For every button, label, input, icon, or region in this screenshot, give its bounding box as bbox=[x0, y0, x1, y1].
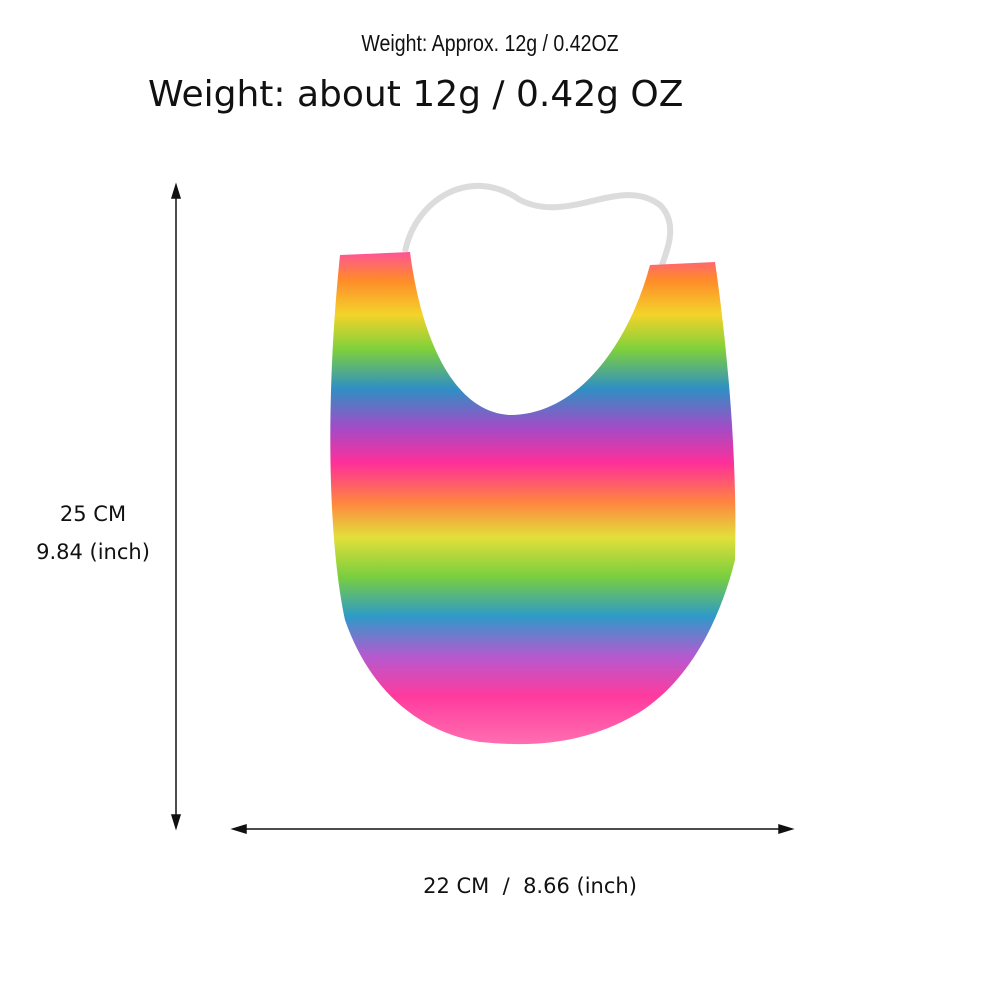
width-arrow bbox=[230, 823, 795, 835]
height-arrow bbox=[170, 182, 182, 831]
height-cm: 25 CM bbox=[59, 502, 127, 526]
height-inch: 9.84 (inch) bbox=[36, 540, 150, 564]
elastic-band bbox=[402, 182, 674, 266]
width-label: 22 CM / 8.66 (inch) bbox=[423, 874, 637, 898]
subtitle: Weight: Approx. 12g / 0.42OZ bbox=[361, 30, 619, 56]
title: Weight: about 12g / 0.42g OZ bbox=[148, 74, 684, 115]
rainbow-beard bbox=[330, 252, 736, 745]
